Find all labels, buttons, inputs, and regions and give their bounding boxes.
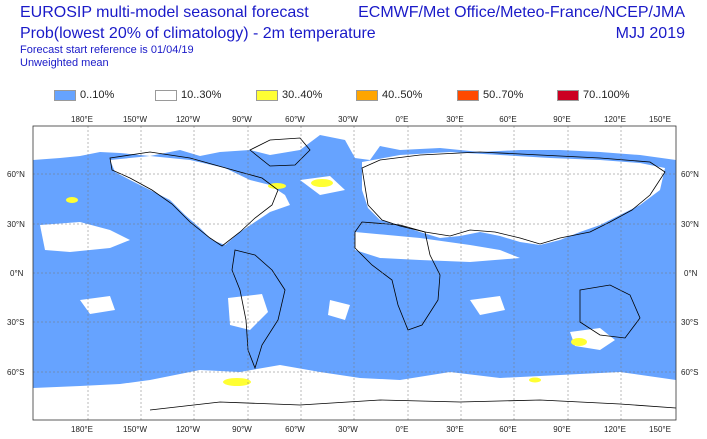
probability-30-40-regions	[66, 179, 587, 386]
lat-label: 60°N	[7, 170, 25, 179]
lon-label: 90°E	[553, 115, 570, 124]
longitude-labels-top: 180°E 150°W 120°W 90°W 60°W 30°W 0°E 30°…	[71, 115, 671, 124]
lat-label: 30°N	[7, 220, 25, 229]
lon-label: 0°E	[396, 425, 409, 434]
lon-label: 30°E	[446, 115, 463, 124]
lon-label: 150°E	[649, 115, 671, 124]
lat-label: 60°S	[7, 368, 24, 377]
lon-label: 120°W	[176, 425, 201, 434]
chart-subtitle: Prob(lowest 20% of climatology) - 2m tem…	[20, 25, 376, 42]
lon-label: 150°E	[649, 425, 671, 434]
latitude-labels-left: 60°N 30°N 0°N 30°S 60°S	[7, 170, 25, 377]
map-area	[33, 126, 676, 420]
chart-title: EUROSIP multi-model seasonal forecast	[20, 4, 309, 21]
legend-label: 0..10%	[80, 89, 115, 101]
lon-label: 180°E	[71, 115, 93, 124]
legend-label: 70..100%	[583, 89, 630, 101]
lat-label: 30°S	[681, 318, 698, 327]
lon-label: 90°W	[232, 115, 252, 124]
lon-label: 0°E	[396, 115, 409, 124]
legend-swatch	[54, 90, 76, 101]
legend-label: 50..70%	[483, 89, 524, 101]
lat-label: 60°N	[681, 170, 699, 179]
weighting-note: Unweighted mean	[20, 57, 109, 69]
lat-label: 30°N	[681, 220, 699, 229]
legend-swatch	[457, 90, 479, 101]
lon-label: 30°W	[338, 115, 358, 124]
legend-label: 30..40%	[282, 89, 323, 101]
legend-swatch	[557, 90, 579, 101]
lon-label: 150°W	[123, 425, 148, 434]
latitude-labels-right: 60°N 30°N 0°N 30°S 60°S	[681, 170, 699, 377]
lon-label: 120°W	[176, 115, 201, 124]
lon-label: 120°E	[604, 115, 626, 124]
lon-label: 60°E	[499, 115, 516, 124]
lat-label: 0°N	[684, 269, 698, 278]
source-models: ECMWF/Met Office/Meteo-France/NCEP/JMA	[358, 4, 685, 21]
lon-label: 150°W	[123, 115, 148, 124]
forecast-start-note: Forecast start reference is 01/04/19	[20, 44, 194, 56]
lon-label: 180°E	[71, 425, 93, 434]
graticule	[33, 126, 676, 420]
lon-label: 60°E	[499, 425, 516, 434]
longitude-labels-bottom: 180°E 150°W 120°W 90°W 60°W 30°W 0°E 30°…	[71, 425, 671, 434]
legend-label: 10..30%	[181, 89, 222, 101]
lon-label: 30°W	[338, 425, 358, 434]
lon-label: 120°E	[604, 425, 626, 434]
map-frame	[32, 125, 677, 421]
lon-label: 90°E	[553, 425, 570, 434]
lon-label: 30°E	[446, 425, 463, 434]
probability-legend: 0..10% 10..30% 30..40% 40..50% 50..70% 7…	[0, 89, 707, 103]
forecast-period: MJJ 2019	[615, 25, 685, 42]
coastlines	[109, 137, 676, 411]
legend-swatch	[356, 90, 378, 101]
lat-label: 0°N	[10, 269, 24, 278]
legend-label: 40..50%	[382, 89, 423, 101]
lat-label: 60°S	[681, 368, 698, 377]
lat-label: 30°S	[7, 318, 24, 327]
lon-label: 60°W	[285, 425, 305, 434]
legend-swatch	[256, 90, 278, 101]
lon-label: 90°W	[232, 425, 252, 434]
legend-swatch	[155, 90, 177, 101]
lon-label: 60°W	[285, 115, 305, 124]
